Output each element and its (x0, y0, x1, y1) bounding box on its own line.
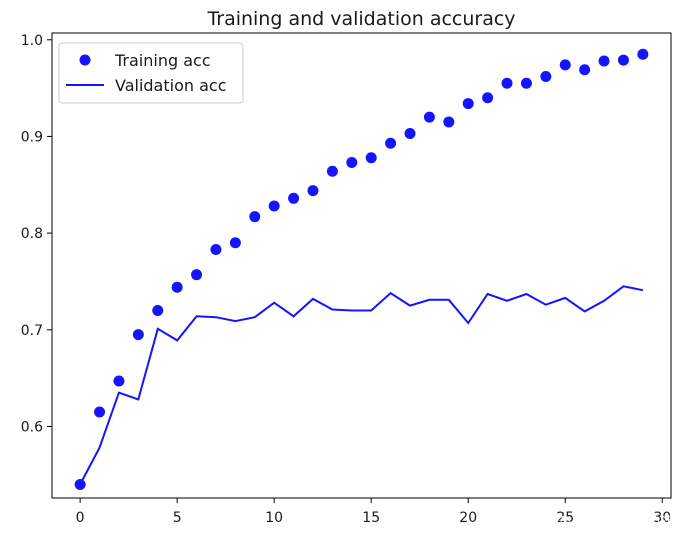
legend-box (58, 42, 244, 104)
y-tick-label: 0.6 (21, 419, 43, 435)
training-acc-point (229, 237, 241, 249)
training-acc-point (501, 77, 513, 89)
training-acc-point (637, 48, 649, 60)
validation-acc-line (79, 285, 644, 485)
watermark: CSDN @日常脱发的小迈 (508, 513, 676, 531)
x-tick-label: 5 (173, 510, 182, 526)
training-acc-point (210, 244, 222, 256)
training-acc-point (423, 111, 435, 123)
training-acc-point (191, 269, 203, 281)
x-tick-label: 30 (653, 510, 671, 526)
training-acc-point (482, 92, 494, 104)
training-acc-point (152, 304, 164, 316)
legend-marker-training (79, 54, 91, 66)
training-acc-point (268, 200, 280, 212)
x-tick-label: 10 (265, 510, 283, 526)
legend-label-training: Training acc (114, 51, 211, 70)
y-tick-label: 0.7 (21, 323, 43, 339)
y-tick-label: 1.0 (21, 33, 43, 49)
training-acc-point (307, 185, 319, 197)
y-tick-label: 0.9 (21, 129, 43, 145)
chart-title: Training and validation accuracy (206, 8, 515, 30)
training-acc-point (94, 406, 106, 418)
training-acc-point (520, 77, 532, 89)
training-acc-point (404, 128, 416, 140)
training-acc-point (365, 152, 377, 164)
training-acc-point (617, 54, 629, 66)
training-acc-point (74, 478, 86, 490)
x-tick-label: 0 (76, 510, 85, 526)
training-acc-point (598, 55, 610, 67)
x-axis: 0 5 10 15 20 25 30 (76, 498, 671, 526)
training-acc-point (171, 281, 183, 293)
x-tick-label: 25 (556, 510, 574, 526)
training-acc-point (288, 192, 300, 204)
training-acc-point (579, 64, 591, 76)
training-acc-point (385, 137, 397, 149)
training-acc-point (540, 71, 552, 83)
training-acc-point (326, 165, 338, 177)
x-tick-label: 15 (362, 510, 380, 526)
legend-label-validation: Validation acc (115, 76, 227, 95)
training-acc-point (113, 375, 125, 387)
training-acc-point (346, 157, 358, 169)
training-acc-points (74, 48, 649, 490)
training-acc-point (462, 98, 474, 110)
training-acc-point (249, 211, 261, 223)
plot-frame (51, 32, 672, 499)
legend: Training acc Validation acc (58, 42, 244, 104)
training-acc-point (132, 329, 144, 341)
y-axis: 0.6 0.7 0.8 0.9 1.0 (21, 33, 52, 435)
x-tick-label: 20 (459, 510, 477, 526)
y-tick-label: 0.8 (21, 226, 43, 242)
training-acc-point (559, 59, 571, 71)
training-acc-point (443, 116, 455, 128)
